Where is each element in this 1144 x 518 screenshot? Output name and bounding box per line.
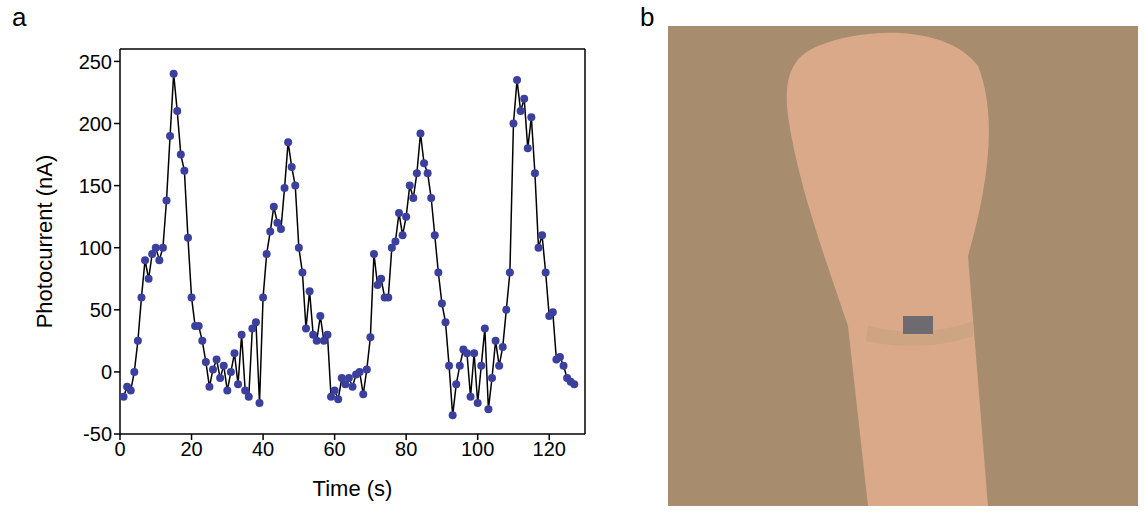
svg-text:-50: -50 [83, 423, 112, 445]
svg-text:80: 80 [395, 438, 417, 460]
html-text:b: b [640, 2, 655, 32]
svg-text:250: 250 [79, 51, 112, 73]
html-text:a: a [12, 2, 27, 32]
svg-text:0: 0 [114, 438, 125, 460]
svg-text:120: 120 [533, 438, 566, 460]
svg-text:Photocurrent (nA): Photocurrent (nA) [32, 155, 57, 329]
svg-text:60: 60 [323, 438, 345, 460]
svg-text:50: 50 [90, 299, 112, 321]
svg-text:100: 100 [461, 438, 494, 460]
svg-text:Time (s): Time (s) [313, 476, 393, 501]
svg-text:150: 150 [79, 175, 112, 197]
svg-text:0: 0 [101, 361, 112, 383]
svg-text:100: 100 [79, 237, 112, 259]
svg-text:40: 40 [252, 438, 274, 460]
svg-text:200: 200 [79, 113, 112, 135]
svg-text:20: 20 [180, 438, 202, 460]
